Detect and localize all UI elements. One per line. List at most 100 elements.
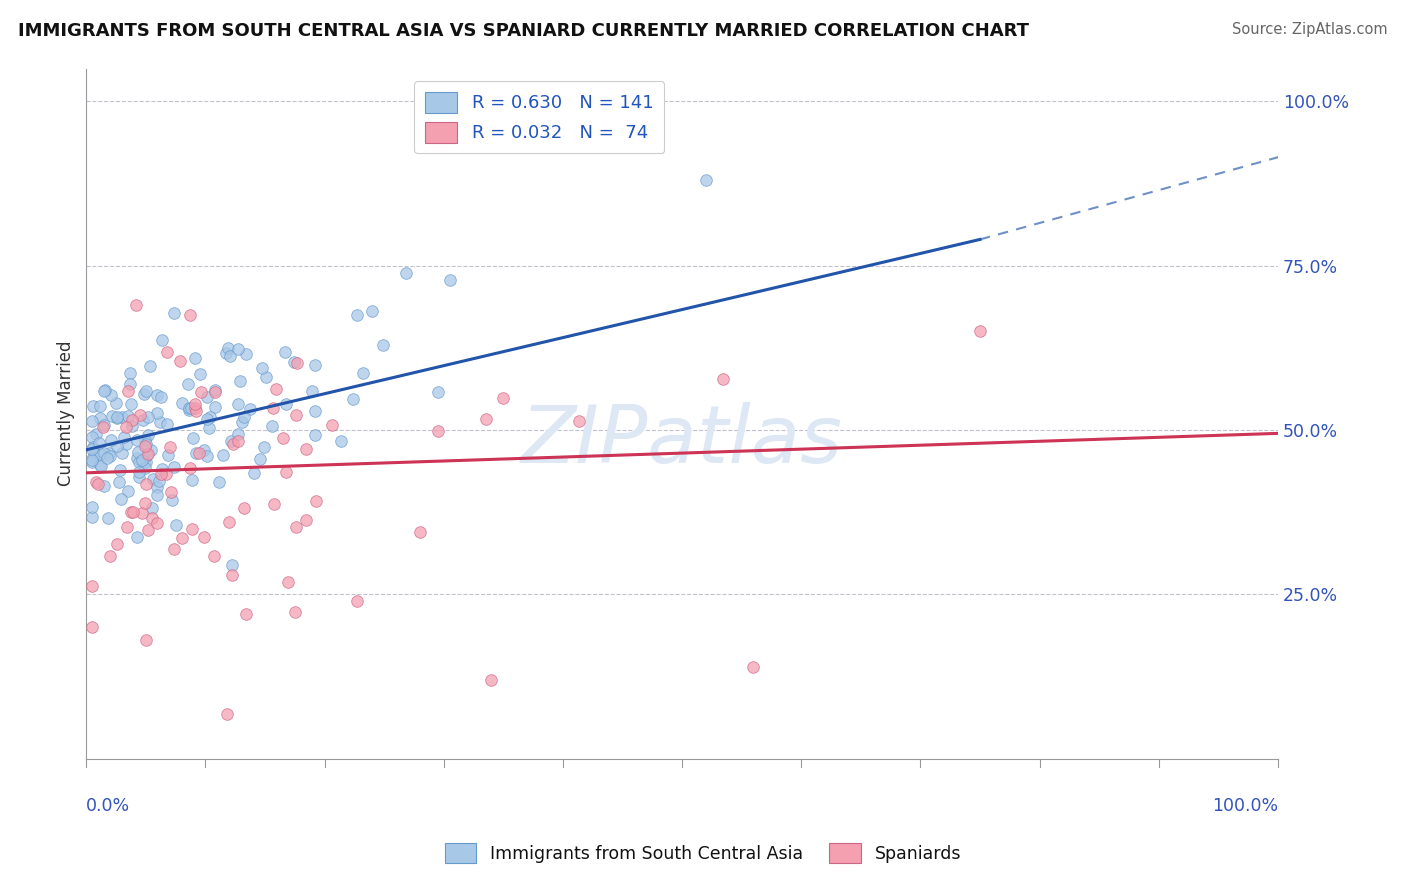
Point — [371, 338, 394, 352]
Point — [200, 410, 222, 425]
Text: Source: ZipAtlas.com: Source: ZipAtlas.com — [1232, 22, 1388, 37]
Point — [273, 432, 295, 446]
Point — [177, 377, 200, 392]
Text: IMMIGRANTS FROM SOUTH CENTRAL ASIA VS SPANIARD CURRENTLY MARRIED CORRELATION CHA: IMMIGRANTS FROM SOUTH CENTRAL ASIA VS SP… — [18, 22, 1029, 40]
Point — [135, 476, 157, 491]
Point — [474, 412, 496, 426]
Point — [395, 267, 418, 281]
Point — [695, 173, 717, 187]
Point — [105, 410, 128, 425]
Point — [149, 467, 172, 481]
Point — [342, 392, 364, 406]
Point — [82, 620, 104, 634]
Point — [117, 409, 139, 423]
Point — [162, 460, 184, 475]
Point — [177, 401, 200, 416]
Point — [82, 579, 104, 593]
Point — [427, 385, 450, 400]
Point — [179, 461, 201, 475]
Point — [197, 390, 219, 404]
Point — [117, 384, 139, 399]
Point — [129, 409, 152, 423]
Point — [107, 475, 129, 489]
Point — [91, 420, 114, 434]
Point — [105, 396, 128, 410]
Point — [131, 506, 153, 520]
Point — [100, 433, 122, 447]
Point — [121, 413, 143, 427]
Point — [110, 463, 132, 477]
Point — [98, 446, 121, 460]
Point — [711, 372, 734, 386]
Point — [135, 633, 157, 648]
Point — [198, 421, 221, 435]
Point — [134, 439, 156, 453]
Point — [136, 448, 159, 462]
Point — [169, 354, 191, 368]
Point — [146, 480, 169, 494]
Point — [204, 383, 226, 397]
Point — [125, 298, 148, 312]
Point — [117, 520, 139, 534]
Point — [165, 518, 187, 533]
Point — [145, 388, 167, 402]
Point — [110, 446, 132, 460]
Point — [135, 436, 157, 450]
Point — [219, 434, 242, 448]
Point — [110, 492, 132, 507]
Point — [89, 448, 111, 462]
Point — [159, 441, 181, 455]
Point — [226, 427, 249, 442]
Text: ZIPatlas: ZIPatlas — [522, 402, 844, 480]
Point — [226, 434, 249, 448]
Point — [207, 475, 229, 490]
Point — [127, 531, 149, 545]
Legend: R = 0.630   N = 141, R = 0.032   N =  74: R = 0.630 N = 141, R = 0.032 N = 74 — [413, 81, 664, 153]
Point — [180, 473, 202, 487]
Point — [132, 455, 155, 469]
Point — [89, 458, 111, 473]
Point — [260, 419, 283, 434]
Point — [263, 401, 285, 416]
Point — [82, 440, 104, 454]
Point — [235, 347, 257, 361]
Point — [149, 415, 172, 429]
Point — [82, 450, 104, 464]
Point — [304, 404, 326, 418]
Point — [141, 511, 163, 525]
Point — [969, 325, 991, 339]
Point — [94, 383, 117, 397]
Point — [195, 412, 218, 426]
Point — [122, 505, 145, 519]
Point — [128, 455, 150, 469]
Point — [96, 451, 118, 466]
Point — [184, 404, 207, 418]
Point — [229, 374, 252, 388]
Point — [361, 303, 384, 318]
Point — [160, 485, 183, 500]
Point — [190, 385, 212, 400]
Point — [254, 370, 277, 384]
Point — [305, 494, 328, 508]
Point — [82, 430, 104, 444]
Point — [98, 549, 121, 564]
Point — [221, 568, 243, 582]
Point — [184, 401, 207, 416]
Point — [231, 415, 253, 429]
Point — [142, 472, 165, 486]
Point — [146, 488, 169, 502]
Point — [139, 443, 162, 458]
Point — [115, 437, 138, 451]
Point — [479, 673, 502, 687]
Point — [250, 360, 273, 375]
Point — [93, 479, 115, 493]
Point — [89, 399, 111, 413]
Point — [86, 476, 108, 491]
Point — [180, 522, 202, 536]
Point — [82, 500, 104, 514]
Point — [135, 384, 157, 398]
Point — [215, 346, 238, 360]
Point — [134, 496, 156, 510]
Point — [218, 349, 240, 363]
Point — [352, 366, 374, 380]
